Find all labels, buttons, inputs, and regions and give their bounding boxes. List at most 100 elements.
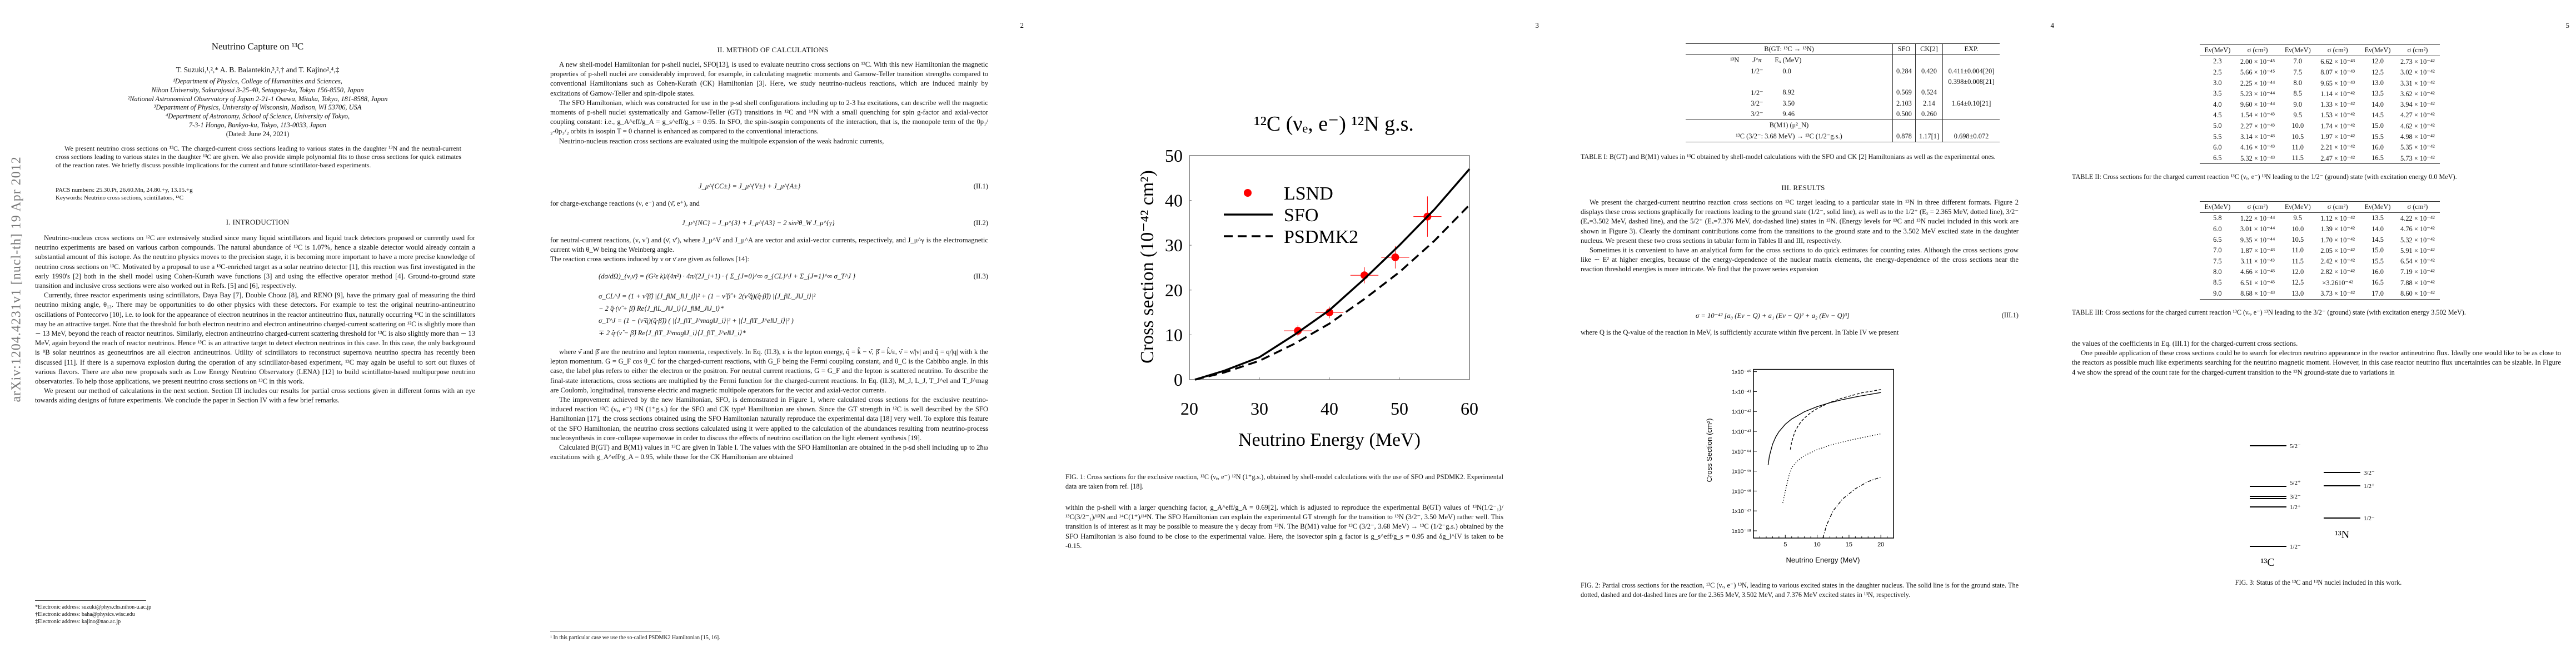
cell: 5.35 × 10⁻⁴²	[2400, 143, 2435, 152]
equation-line: σ_CL^J = (1 + ν̂·β̂) |⟨J_f‖M_J‖J_i⟩|² + …	[599, 292, 816, 300]
table-row: 1/2⁻ 8.92 0.569 0.524	[1686, 87, 2000, 98]
cell: 16.0	[2371, 143, 2384, 151]
table-header: σ (cm²)	[2327, 46, 2348, 54]
equation-III-1: σ = 10⁻⁴² [a₀ (Eν − Q) + a₁ (Eν − Q)² + …	[1696, 312, 1850, 320]
cell: 0.878	[1892, 131, 1916, 142]
equation-line: σ_T^J = (1 − (ν̂·q̂)(q̂·β̂)) ( |⟨J_f‖T_J…	[599, 317, 794, 325]
page-1: arXiv:1204.4231v1 [nucl-th] 19 Apr 2012 …	[0, 0, 515, 667]
cell: 11.5	[2291, 154, 2304, 162]
level-label: 1/2⁺	[2290, 504, 2301, 511]
cell: 2.00 × 10⁻⁴⁵	[2240, 57, 2275, 66]
table-row: 8.0 4.66 × 10⁻⁴³ 12.0 2.82 × 10⁻⁴² 16.0 7.19 …	[2200, 267, 2440, 277]
cell: 4.76 × 10⁻⁴²	[2400, 225, 2435, 233]
page5-text: the values of the coefficients in Eq. (I…	[2072, 339, 2561, 377]
paper-title: Neutrino Capture on ¹³C	[211, 41, 304, 52]
y-tick-label: 20	[1165, 280, 1183, 300]
paragraph: One possible application of these cross …	[2072, 349, 2561, 376]
cell: 3.31 × 10⁻⁴²	[2400, 79, 2435, 87]
cell: 2.21 × 10⁻⁴²	[2320, 143, 2355, 152]
legend-marker	[1244, 189, 1252, 197]
pacs: PACS numbers: 25.30.Pt, 26.60.Mn, 24.80.…	[56, 187, 193, 193]
cell: 14.5	[2371, 236, 2384, 244]
y-tick-label: 1x10⁻⁴¹	[1732, 389, 1751, 395]
table-header: Eν(MeV)	[2284, 203, 2311, 211]
cell: 8.60 × 10⁻⁴²	[2400, 290, 2435, 298]
chart-title: ¹²C (νₑ, e⁻) ¹²N g.s.	[1254, 112, 1414, 136]
table-header: EXP.	[1942, 43, 2000, 55]
cell: 2.73 × 10⁻⁴²	[2400, 57, 2435, 66]
cell: 9.0	[2213, 289, 2222, 297]
cell: 11.0	[2291, 246, 2304, 255]
cell: 3.62 × 10⁻⁴²	[2400, 89, 2435, 98]
eq-text: for charge-exchange reactions (ν, e⁻) an…	[550, 199, 988, 208]
pacs-keywords: PACS numbers: 25.30.Pt, 26.60.Mn, 24.80.…	[56, 186, 193, 202]
cell: 8.5	[2213, 278, 2222, 287]
cell: 5.0	[2213, 122, 2222, 130]
x-tick-label: 40	[1321, 399, 1338, 419]
table-subheader: ¹³N	[1730, 56, 1740, 64]
text-line: The reaction cross sections induced by ν…	[550, 255, 749, 263]
equation-number: (II.2)	[973, 219, 988, 227]
cell: 0.0	[1782, 67, 1791, 75]
results-text-after: where Q is the Q-value of the reaction i…	[1581, 328, 2019, 337]
cell: 8.07 × 10⁻⁴³	[2320, 68, 2355, 77]
paragraph: Neutrino-nucleus cross sections on ¹²C a…	[35, 234, 475, 290]
cell: 15.5	[2371, 257, 2384, 265]
table-header: Eν(MeV)	[2204, 203, 2231, 211]
cell: 5.23 × 10⁻⁴⁴	[2240, 89, 2275, 98]
table-row: 5.8 1.22 × 10⁻⁴⁴ 9.5 1.12 × 10⁻⁴² 13.5 4.22 ×…	[2200, 213, 2440, 224]
cell: 9.5	[2293, 214, 2303, 222]
table-row: 1/2⁻ 0.0 0.284 0.420 0.411±0.004[20]	[1686, 66, 2000, 77]
y-tick-label: 40	[1165, 191, 1183, 211]
table-1-caption: TABLE I: B(GT) and B(M1) values in ¹³C o…	[1581, 153, 1996, 161]
equation-line: ∓ 2 q̂·(ν̂ − β̂) Re⟨J_f‖T_J^mag‖J_i⟩⟨J_f…	[599, 329, 746, 337]
x-tick-label: 10	[1813, 541, 1820, 548]
results-text: We present the charged-current neutrino …	[1581, 198, 2019, 275]
paragraph: We present our method of calculations in…	[35, 387, 475, 405]
table-row: 6.5 5.32 × 10⁻⁴³ 11.5 2.47 × 10⁻⁴² 16.5 5.73 …	[2200, 153, 2440, 164]
table-2-caption: TABLE II: Cross sections for the charged…	[2072, 173, 2457, 181]
table-row: 4.0 9.60 × 10⁻⁴⁴ 9.0 1.33 × 10⁻⁴² 14.0 3.94 ×…	[2200, 99, 2440, 109]
y-tick-label: 0	[1174, 370, 1183, 390]
cell: 17.0	[2371, 289, 2384, 297]
cell: 7.0	[2293, 57, 2303, 66]
method-text-continued: where ν̂ and β̂ are the neutrino and lep…	[550, 347, 988, 462]
cell: 10.5	[2291, 236, 2304, 244]
equation-number: (II.3)	[973, 272, 988, 280]
cell: 2.103	[1892, 98, 1916, 109]
cell: 6.0	[2213, 225, 2222, 233]
cell: 7.88 × 10⁻⁴²	[2400, 278, 2435, 287]
cell: 6.0	[2213, 143, 2222, 151]
text-line: where Q is the Q-value of the reaction i…	[1581, 328, 1899, 336]
legend-label: SFO	[1284, 205, 1318, 226]
paragraph: Calculated B(GT) and B(M1) values in ¹³C…	[550, 444, 988, 461]
cell: 3/2⁻	[1751, 110, 1763, 118]
cell: 14.0	[2371, 225, 2384, 233]
page-number: 4	[2050, 21, 2055, 29]
cell: 4.0	[2213, 100, 2222, 108]
x-tick-label: 15	[1846, 541, 1852, 548]
affiliation-line: 7-3-1 Hongo, Bunkyo-ku, Tokyo, 113-0033,…	[188, 121, 327, 129]
table-row: 4.5 1.54 × 10⁻⁴³ 9.5 1.53 × 10⁻⁴² 14.5 4.27 ×…	[2200, 110, 2440, 121]
cell: 2.05 × 10⁻⁴²	[2320, 246, 2355, 255]
x-tick-label: 5	[1783, 541, 1787, 548]
abstract: We present neutrino cross sections on ¹³…	[56, 145, 461, 170]
table-row: 6.0 3.01 × 10⁻⁴⁴ 10.0 1.39 × 10⁻⁴² 14.0 4.76 …	[2200, 224, 2440, 235]
y-tick-label: 1x10⁻⁴⁵	[1732, 469, 1751, 475]
footnote: ‡Electronic address: kajino@nao.ac.jp	[35, 619, 121, 625]
c13-label: ¹³C	[2260, 556, 2274, 569]
cell: 5.32 × 10⁻⁴³	[2240, 154, 2275, 162]
cell: 3/2⁻	[1751, 99, 1763, 108]
cell: 4.27 × 10⁻⁴²	[2400, 111, 2435, 120]
y-tick-label: 10	[1165, 325, 1183, 345]
psdmk2-curve	[1194, 204, 1471, 381]
cell: 4.5	[2213, 111, 2222, 119]
paragraph: within the p-shell with a larger quenchi…	[1065, 504, 1503, 550]
y-tick-label: 1x10⁻⁴⁸	[1732, 529, 1751, 535]
page-4: 4 B(GT: ¹³C → ¹³N) SFO CK[2] EXP. ¹³N J^…	[1546, 0, 2061, 667]
cell: 16.5	[2371, 278, 2384, 287]
affiliation-line: ⁴Department of Astronomy, School of Scie…	[165, 112, 350, 121]
equation-number: (II.1)	[973, 182, 988, 190]
cell: 13.5	[2371, 214, 2384, 222]
cell: ×3.2610⁻⁴²	[2322, 278, 2353, 287]
